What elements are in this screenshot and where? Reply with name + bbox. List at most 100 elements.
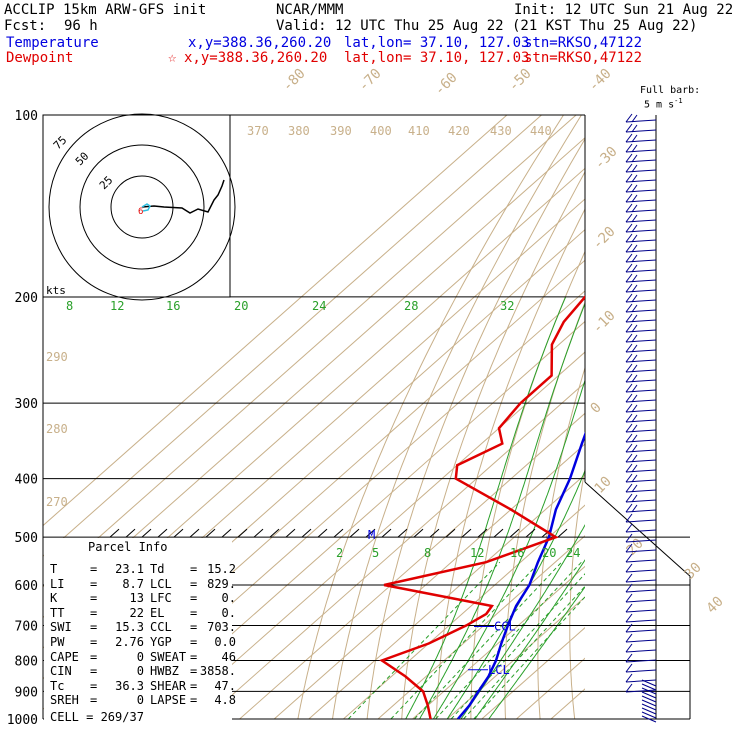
wind-barb [625,163,657,173]
parcel-row: LI = 8.7 LCL = 829. [50,577,236,592]
barb-shaft [625,509,657,513]
barb-shaft [625,299,657,303]
hatch-mark [237,528,248,538]
wind-barb [625,543,657,553]
barb-flag [625,593,633,603]
hatch-mark [365,528,376,538]
wind-barb [625,353,657,363]
wind-barb [625,633,657,643]
wind-barb [625,623,657,633]
wind-barb [625,333,657,343]
barb-shaft [625,679,657,683]
wind-barb [625,443,657,453]
moist-adiabat-label: 12 [110,299,124,313]
barb-flag [631,194,638,203]
theta-label: 280 [46,422,68,436]
parcel-equals: = [190,605,198,620]
wind-barb [625,673,657,683]
barb-shaft [625,169,657,173]
temperature-trace [456,431,585,719]
isotherm-label: -70 [356,66,385,95]
barb-shaft [625,129,657,133]
barb-shaft [625,409,657,413]
isotherm-label: 40 [704,594,727,617]
parcel-key: EL [150,605,165,620]
isotherm [446,596,585,719]
barb-flag [625,403,633,413]
barb-shaft [625,649,657,653]
barb-legend-title: Full barb: [640,85,701,96]
dry-adiabat [537,366,585,719]
wind-barb [625,253,657,263]
barb-flag [631,404,638,413]
barb-flag [631,434,638,443]
isotherm-label: -80 [280,66,309,95]
barb-flag [625,523,633,533]
isotherm-label: -60 [432,70,461,99]
wind-barb [625,653,657,663]
dry-adiabat [297,115,564,719]
dewpoint-latlon: lat,lon= 37.10, 127.03 [344,50,530,66]
barb-flag [625,203,633,213]
barb-shaft [625,209,657,213]
wind-barb [625,483,657,493]
hatch-mark [189,528,200,538]
barb-shaft [641,691,657,699]
hatch-mark [333,528,344,538]
parcel-equals: = [190,678,198,693]
wind-barb [625,473,657,483]
mixing-ratio-label: 20 [542,546,556,560]
theta-label: 380 [288,124,310,138]
barb-shaft [625,359,657,363]
temperature-station: stn=RKSO,47122 [524,35,643,51]
theta-label: 410 [408,124,430,138]
parcel-key: YGP [150,634,172,649]
barb-shaft [625,559,657,563]
theta-label: 420 [448,124,470,138]
wind-barb [625,583,657,593]
lcl-label: LCL [488,663,510,677]
barb-shaft [625,139,657,143]
wind-barb [625,233,657,243]
hatch-mark [509,528,520,538]
parcel-equals: = [90,649,98,664]
wind-barb [625,373,657,383]
barb-shaft [625,639,657,643]
barb-flag [631,254,638,263]
hatch-mark [109,528,120,538]
barb-flag [625,483,633,493]
parcel-equals: = [90,620,98,635]
barb-legend-units: 5 m s-1 [644,96,683,110]
dry-adiabat [631,115,740,719]
barb-flag [625,633,633,643]
org-label: NCAR/MMM [276,2,344,18]
barb-flag [625,583,633,593]
barb-shaft [625,659,657,663]
parcel-key: SWI [50,620,72,635]
wind-barb [625,513,657,523]
barb-flag [631,354,638,363]
barb-shaft [625,199,657,203]
barb-flag [631,374,638,383]
barb-shaft [641,703,657,711]
hatch-mark [173,528,184,538]
barb-flag [631,174,638,183]
barb-flag [625,233,633,243]
parcel-value: 47. [214,678,236,693]
wind-barb [625,433,657,443]
barb-flag [625,563,633,573]
forecast-hour: 96 h [64,18,98,34]
barb-flag [625,683,633,693]
mixing-ratio-label: 5 [372,546,379,560]
wind-barb [625,563,657,573]
barb-flag [625,383,633,393]
hodograph-trace [141,179,225,214]
parcel-row: SWI = 15.3 CCL = 703. [50,620,236,635]
parcel-value: 0 [136,649,144,664]
wind-barb [625,503,657,513]
barb-shaft [625,339,657,343]
parcel-value: 36.3 [115,678,144,693]
parcel-value: 46 [221,649,236,664]
pressure-tick-label: 100 [15,109,38,124]
mixing-ratio-line [473,596,585,719]
